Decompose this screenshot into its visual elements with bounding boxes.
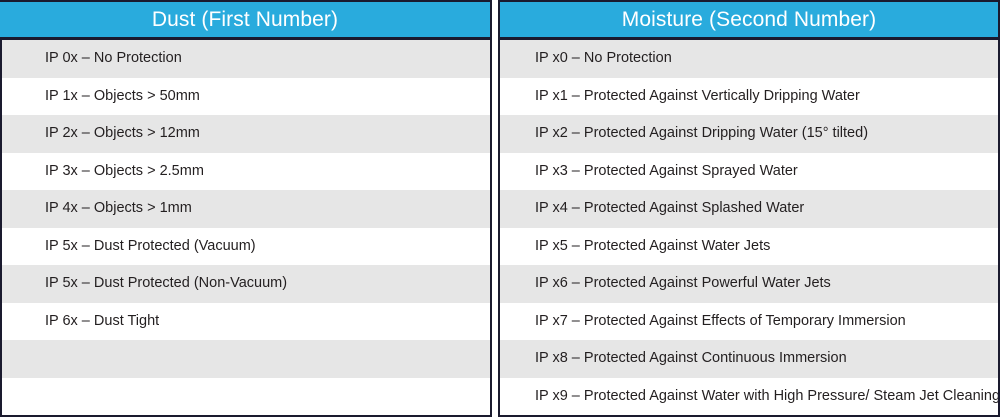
moisture-column-body: IP x0 – No Protection IP x1 – Protected … xyxy=(498,40,1000,417)
moisture-row-label: IP x0 – No Protection xyxy=(535,50,672,67)
table-row: IP x4 – Protected Against Splashed Water xyxy=(500,190,998,228)
table-row: IP 1x – Objects > 50mm xyxy=(2,77,490,115)
dust-column: Dust (First Number) IP 0x – No Protectio… xyxy=(0,0,492,417)
dust-row-label: IP 2x – Objects > 12mm xyxy=(45,125,200,142)
table-row: IP 6x – Dust Tight xyxy=(2,302,490,340)
moisture-row-label: IP x4 – Protected Against Splashed Water xyxy=(535,200,805,217)
table-row: IP 4x – Objects > 1mm xyxy=(2,190,490,228)
table-row: IP x0 – No Protection xyxy=(500,40,998,78)
table-row-empty xyxy=(2,340,490,378)
moisture-row-label: IP x8 – Protected Against Continuous Imm… xyxy=(535,350,847,367)
moisture-row-label: IP x5 – Protected Against Water Jets xyxy=(535,237,771,254)
dust-row-label: IP 1x – Objects > 50mm xyxy=(45,87,200,104)
table-row: IP 5x – Dust Protected (Vacuum) xyxy=(2,227,490,265)
moisture-row-label: IP x9 – Protected Against Water with Hig… xyxy=(535,387,998,404)
dust-column-body: IP 0x – No Protection IP 1x – Objects > … xyxy=(0,40,492,417)
table-row: IP x3 – Protected Against Sprayed Water xyxy=(500,152,998,190)
dust-row-label: IP 5x – Dust Protected (Vacuum) xyxy=(45,237,256,254)
column-divider-gap xyxy=(492,0,498,417)
table-row: IP x7 – Protected Against Effects of Tem… xyxy=(500,302,998,340)
moisture-column-header: Moisture (Second Number) xyxy=(498,0,1000,40)
dust-row-label: IP 5x – Dust Protected (Non-Vacuum) xyxy=(45,275,288,292)
table-row: IP x2 – Protected Against Dripping Water… xyxy=(500,115,998,153)
table-row: IP 3x – Objects > 2.5mm xyxy=(2,152,490,190)
dust-column-header: Dust (First Number) xyxy=(0,0,492,40)
table-row: IP x1 – Protected Against Vertically Dri… xyxy=(500,77,998,115)
table-row-empty xyxy=(2,377,490,415)
moisture-row-label: IP x3 – Protected Against Sprayed Water xyxy=(535,162,798,179)
table-row: IP x5 – Protected Against Water Jets xyxy=(500,227,998,265)
moisture-row-label: IP x2 – Protected Against Dripping Water… xyxy=(535,125,869,142)
dust-row-label: IP 4x – Objects > 1mm xyxy=(45,200,192,217)
table-row: IP x9 – Protected Against Water with Hig… xyxy=(500,377,998,415)
dust-row-label: IP 0x – No Protection xyxy=(45,50,182,67)
moisture-row-label: IP x1 – Protected Against Vertically Dri… xyxy=(535,87,860,104)
table-row: IP x8 – Protected Against Continuous Imm… xyxy=(500,340,998,378)
table-row: IP x6 – Protected Against Powerful Water… xyxy=(500,265,998,303)
table-row: IP 2x – Objects > 12mm xyxy=(2,115,490,153)
table-row: IP 0x – No Protection xyxy=(2,40,490,78)
table-row: IP 5x – Dust Protected (Non-Vacuum) xyxy=(2,265,490,303)
dust-row-label: IP 3x – Objects > 2.5mm xyxy=(45,162,204,179)
moisture-row-label: IP x7 – Protected Against Effects of Tem… xyxy=(535,312,906,329)
moisture-row-label: IP x6 – Protected Against Powerful Water… xyxy=(535,275,831,292)
dust-row-label: IP 6x – Dust Tight xyxy=(45,312,160,329)
moisture-column: Moisture (Second Number) IP x0 – No Prot… xyxy=(498,0,1000,417)
